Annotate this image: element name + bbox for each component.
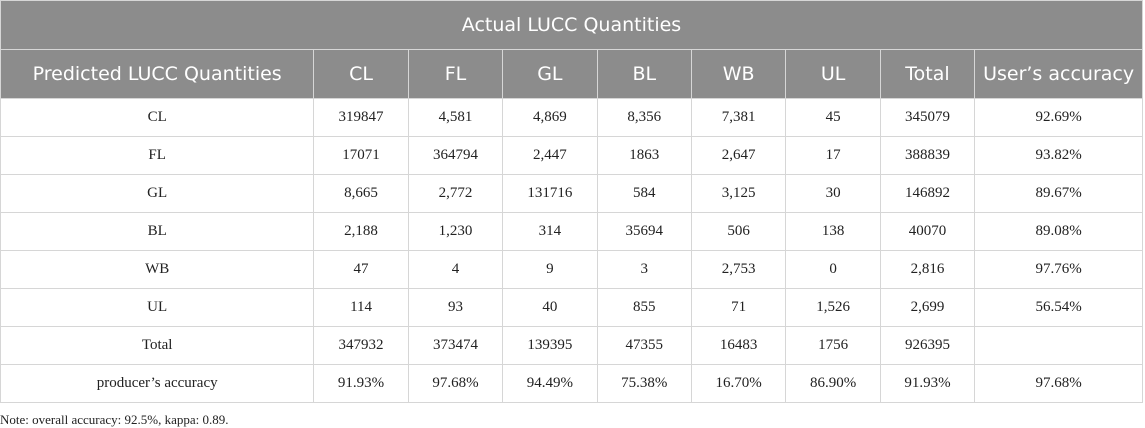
table-cell: 86.90% [785,364,881,403]
table-cell: 347932 [313,326,409,365]
table-cell [974,326,1143,365]
table-cell: 3,125 [690,174,787,213]
table-cell: 47 [313,250,409,289]
table-cell: 2,188 [313,212,409,251]
table-cell: 114 [313,288,409,327]
row-label: GL [0,174,315,213]
table-cell: 16.70% [690,364,787,403]
column-header: CL [313,49,409,99]
table-cell: 146892 [879,174,976,213]
row-label: WB [0,250,315,289]
column-header: BL [596,49,692,99]
table-cell: 97.76% [974,250,1143,289]
table-cell: 1,230 [407,212,504,251]
header-row: Predicted LUCC Quantities CL FL GL BL WB UL Tot… [0,49,1143,99]
table-cell: 4,869 [502,98,598,137]
table-cell: 138 [785,212,881,251]
table-cell: 91.93% [313,364,409,403]
row-label: Total [0,326,315,365]
table-cell: 2,772 [407,174,504,213]
table-cell: 16483 [690,326,787,365]
table-cell: 364794 [407,136,504,175]
column-header: GL [502,49,598,99]
table-cell: 71 [690,288,787,327]
table-cell: 2,447 [502,136,598,175]
table-cell: 9 [502,250,598,289]
table-cell: 17 [785,136,881,175]
column-header: WB [690,49,787,99]
table-cell: 35694 [596,212,692,251]
table-cell: 2,816 [879,250,976,289]
row-label: producer’s accuracy [0,364,315,403]
table-row: GL 8,665 2,772 131716 584 3,125 30 146892 89.67% [0,174,1143,213]
table-cell: 131716 [502,174,598,213]
table-row: Total 347932 373474 139395 47355 16483 1756 926… [0,326,1143,365]
table-row: producer’s accuracy 91.93% 97.68% 94.49% 75.… [0,364,1143,403]
table-cell: 94.49% [502,364,598,403]
table-cell: 2,753 [690,250,787,289]
table-cell: 56.54% [974,288,1143,327]
table-row: UL 114 93 40 855 71 1,526 2,699 56.54% [0,288,1143,327]
table-cell: 93.82% [974,136,1143,175]
table-cell: 3 [596,250,692,289]
table-cell: 45 [785,98,881,137]
table-cell: 1756 [785,326,881,365]
table-cell: 1863 [596,136,692,175]
confusion-matrix-table: Actual LUCC Quantities Predicted LUCC Qu… [0,0,1143,403]
table-cell: 855 [596,288,692,327]
table-row: WB 47 4 9 3 2,753 0 2,816 97.76% [0,250,1143,289]
column-header: Predicted LUCC Quantities [0,49,315,99]
table-cell: 926395 [879,326,976,365]
table-cell: 7,381 [690,98,787,137]
row-label: BL [0,212,315,251]
column-header: UL [785,49,881,99]
table-cell: 75.38% [596,364,692,403]
table-cell: 506 [690,212,787,251]
row-label: FL [0,136,315,175]
row-label: CL [0,98,315,137]
table-cell: 2,647 [690,136,787,175]
table-cell: 93 [407,288,504,327]
table-cell: 92.69% [974,98,1143,137]
table-cell: 373474 [407,326,504,365]
table-body: CL 319847 4,581 4,869 8,356 7,381 45 345079 92.6… [0,98,1143,403]
table-cell: 314 [502,212,598,251]
table-cell: 345079 [879,98,976,137]
row-label: UL [0,288,315,327]
table-note: Note: overall accuracy: 92.5%, kappa: 0.… [0,412,229,427]
table-row: FL 17071 364794 2,447 1863 2,647 17 388839 93.82… [0,136,1143,175]
table-cell: 0 [785,250,881,289]
table-cell: 388839 [879,136,976,175]
table-cell: 40 [502,288,598,327]
table-cell: 89.08% [974,212,1143,251]
table-cell: 8,665 [313,174,409,213]
table-cell: 30 [785,174,881,213]
column-header: Total [879,49,976,99]
table-cell: 584 [596,174,692,213]
table-row: BL 2,188 1,230 314 35694 506 138 40070 89.08% [0,212,1143,251]
table-cell: 97.68% [407,364,504,403]
column-header: User’s accuracy [974,49,1143,99]
table-cell: 47355 [596,326,692,365]
column-header: FL [407,49,504,99]
table-cell: 4,581 [407,98,504,137]
table-cell: 8,356 [596,98,692,137]
table-cell: 2,699 [879,288,976,327]
table-row: CL 319847 4,581 4,869 8,356 7,381 45 345079 92.6… [0,98,1143,137]
table-cell: 89.67% [974,174,1143,213]
table-cell: 1,526 [785,288,881,327]
table-title: Actual LUCC Quantities [0,0,1143,50]
table-cell: 319847 [313,98,409,137]
table-cell: 4 [407,250,504,289]
table-cell: 17071 [313,136,409,175]
table-cell: 91.93% [879,364,976,403]
table-cell: 40070 [879,212,976,251]
table-cell: 97.68% [974,364,1143,403]
table-cell: 139395 [502,326,598,365]
